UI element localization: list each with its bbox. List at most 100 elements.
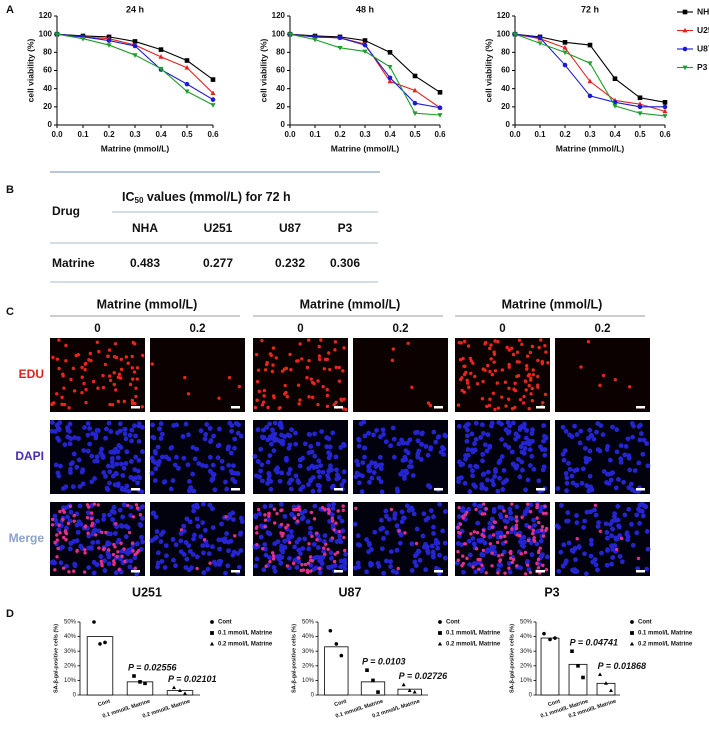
data-point (376, 690, 380, 694)
cell-dot (96, 386, 100, 390)
cell-dot (235, 430, 241, 436)
cell-dot (127, 432, 133, 438)
cell-dot (334, 365, 338, 370)
cell-dot (419, 431, 425, 437)
cell-dot (288, 352, 292, 357)
cell-dot (330, 522, 336, 528)
cell-dot (535, 505, 539, 510)
cell-dot (536, 383, 540, 387)
cell-dot (407, 464, 412, 469)
cell-dot (117, 421, 123, 427)
data-point (92, 620, 96, 624)
cell-dot (289, 368, 293, 372)
marker (437, 90, 443, 95)
cell-dot (108, 378, 113, 383)
cell-dot (435, 540, 441, 546)
cell-dot (372, 460, 378, 466)
cell-dot (482, 534, 486, 539)
cell-dot (191, 508, 197, 514)
legend-label: P3 (697, 62, 708, 72)
cell-dot (275, 511, 279, 516)
cell-dot (307, 395, 311, 399)
cell-dot (625, 436, 631, 442)
cell-dot (298, 551, 303, 556)
cell-dot (68, 466, 73, 472)
cell-dot (56, 437, 62, 443)
cell-dot (207, 502, 213, 508)
cell-dot (384, 513, 389, 519)
cell-dot (634, 512, 640, 518)
marker (210, 90, 216, 96)
x-tick-label: 0.0 (509, 130, 521, 139)
cell-dot (437, 552, 442, 558)
marker (662, 99, 668, 105)
cell-dot (490, 525, 495, 529)
data-point (548, 637, 552, 642)
cell-dot (152, 478, 158, 483)
cell-dot (561, 542, 567, 548)
cell-dot (82, 425, 87, 430)
cell-dot (508, 510, 513, 516)
cell-dot (472, 441, 477, 447)
cell-dot (134, 386, 138, 390)
cell-dot (263, 552, 269, 558)
cell-dot (465, 381, 470, 385)
cell-dot (97, 546, 101, 550)
cell-dot (473, 569, 479, 575)
cell-dot (531, 372, 536, 377)
cell-dot (462, 339, 467, 344)
cell-dot (584, 509, 590, 515)
cell-dot (489, 544, 495, 550)
cell-dot (541, 511, 546, 516)
cell-line-label: P3 (544, 585, 559, 599)
cell-dot (293, 473, 299, 479)
cell-dot (258, 446, 264, 452)
cell-dot (272, 507, 277, 511)
cell-dot (190, 552, 196, 557)
cell-dot (310, 475, 316, 480)
cell-dot (527, 447, 533, 453)
cell-dot (399, 519, 405, 525)
cell-dot (86, 565, 92, 570)
cell-dot (183, 421, 189, 427)
cell-dot (618, 459, 624, 465)
cell-dot (263, 368, 268, 372)
cell-dot (297, 463, 303, 469)
cell-dot (503, 380, 508, 384)
cell-dot (478, 435, 483, 440)
cell-dot (390, 425, 396, 431)
cell-dot (334, 521, 338, 525)
cell-dot (541, 401, 545, 405)
scale-bar (636, 570, 645, 573)
cell-dot (201, 550, 206, 556)
cell-dot (134, 541, 140, 547)
cell-dot (102, 558, 107, 564)
y-tick-label: 30% (520, 649, 533, 655)
cell-dot (495, 534, 501, 540)
cell-dot (574, 482, 580, 488)
cell-dot (598, 383, 602, 388)
marker (184, 81, 190, 87)
cell-dot (134, 503, 139, 507)
y-tick-label: 120 (272, 11, 286, 20)
cell-dot (105, 487, 111, 492)
group-header: Matrine (mmol/L) (97, 297, 198, 311)
cell-dot (255, 459, 261, 464)
cell-dot (127, 564, 133, 570)
cell-dot (117, 507, 123, 513)
x-tick-label: Cont (334, 699, 348, 709)
cell-dot (96, 503, 100, 507)
cell-dot (456, 514, 462, 519)
cell-dot (312, 517, 317, 521)
cell-dot (106, 561, 112, 567)
cell-dot (456, 550, 460, 554)
cell-dot (117, 372, 122, 376)
cell-dot (536, 550, 541, 555)
cell-dot (86, 545, 92, 551)
cell-dot (429, 543, 435, 549)
cell-dot (529, 453, 535, 459)
cell-dot (200, 543, 206, 549)
cell-dot (260, 546, 265, 551)
cell-dot (58, 531, 62, 535)
cell-dot (262, 394, 266, 398)
